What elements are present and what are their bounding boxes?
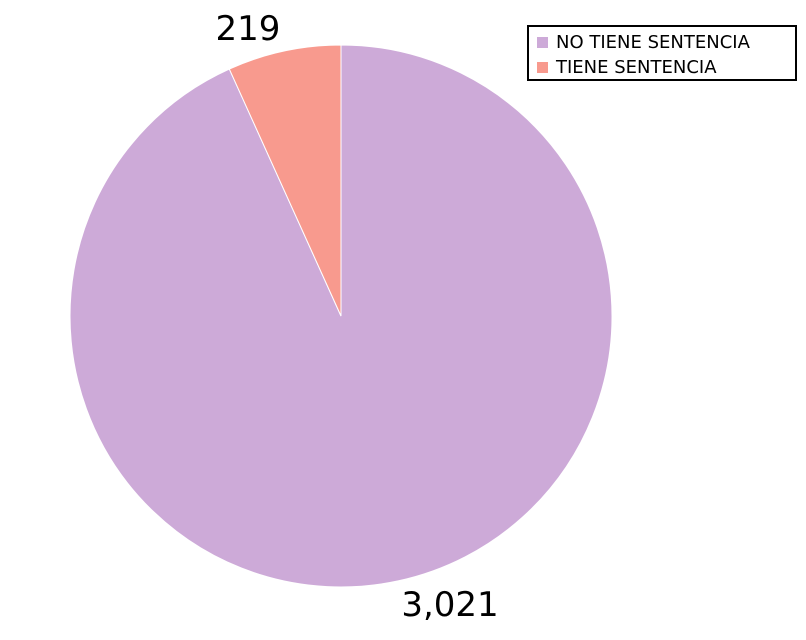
legend-label-no-tiene-sentencia: NO TIENE SENTENCIA xyxy=(556,31,750,53)
data-label-no-tiene-sentencia: 3,021 xyxy=(401,585,498,625)
legend-item-tiene-sentencia: TIENE SENTENCIA xyxy=(537,55,795,80)
legend-label-tiene-sentencia: TIENE SENTENCIA xyxy=(556,56,717,78)
legend-swatch-no-tiene-sentencia xyxy=(537,37,548,48)
legend-swatch-tiene-sentencia xyxy=(537,62,548,73)
data-labels: 3,021 219 xyxy=(216,9,499,625)
legend: NO TIENE SENTENCIA TIENE SENTENCIA xyxy=(527,25,797,81)
pie-slices xyxy=(69,44,613,588)
legend-item-no-tiene-sentencia: NO TIENE SENTENCIA xyxy=(537,30,795,55)
pie-slice-tiene-sentencia xyxy=(228,44,342,317)
data-label-tiene-sentencia: 219 xyxy=(216,9,281,49)
